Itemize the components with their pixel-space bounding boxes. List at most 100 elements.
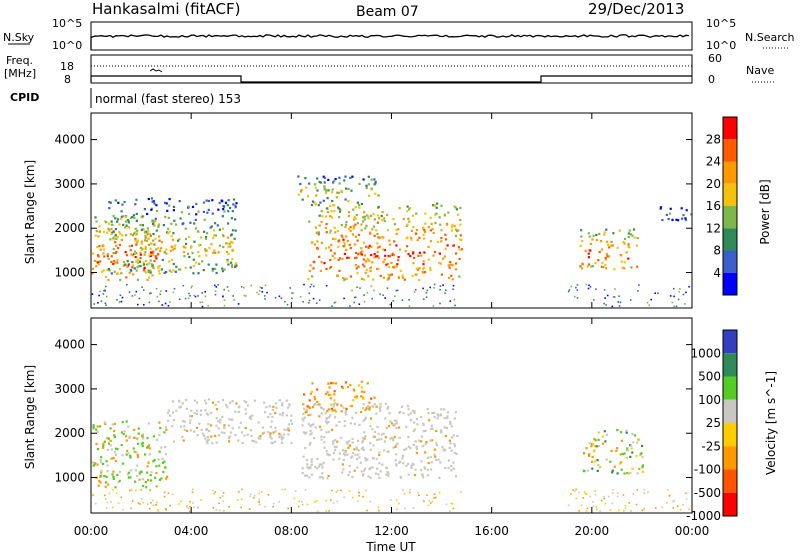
near-range-cell	[435, 496, 437, 499]
range-gate-cell	[143, 269, 146, 272]
range-gate-cell	[160, 477, 163, 480]
range-gate-cell	[620, 439, 623, 442]
range-gate-cell	[353, 469, 356, 472]
range-gate-cell	[328, 386, 331, 389]
range-gate-cell	[677, 219, 680, 222]
near-range-cell	[163, 491, 166, 494]
range-gate-cell	[358, 206, 361, 209]
range-gate-cell	[147, 269, 150, 272]
range-gate-cell	[318, 476, 321, 479]
near-range-cell	[252, 496, 255, 499]
range-gate-cell	[587, 256, 590, 259]
range-gate-cell	[628, 229, 631, 232]
near-range-cell	[189, 295, 191, 297]
range-gate-cell	[131, 254, 134, 257]
range-gate-cell	[345, 223, 348, 226]
range-gate-cell	[393, 254, 396, 257]
range-gate-cell	[136, 241, 139, 244]
range-gate-cell	[449, 263, 452, 266]
range-gate-cell	[110, 220, 113, 223]
range-gate-cell	[322, 477, 325, 480]
range-gate-cell	[309, 466, 312, 469]
range-gate-cell	[178, 200, 181, 203]
range-gate-cell	[196, 409, 199, 412]
range-gate-cell	[429, 269, 432, 272]
range-gate-cell	[244, 408, 247, 411]
range-gate-cell	[255, 441, 258, 444]
near-range-cell	[104, 302, 107, 304]
range-gate-cell	[116, 261, 119, 264]
range-gate-cell	[413, 410, 416, 413]
near-range-cell	[128, 291, 131, 293]
range-gate-cell	[149, 271, 152, 274]
range-gate-cell	[171, 238, 175, 241]
range-gate-cell	[127, 471, 130, 474]
range-gate-cell	[231, 210, 234, 213]
range-gate-cell	[348, 444, 352, 447]
range-gate-cell	[343, 278, 346, 282]
range-gate-cell	[455, 252, 458, 255]
near-range-cell	[189, 510, 191, 512]
range-gate-cell	[369, 476, 372, 479]
range-gate-cell	[636, 472, 639, 475]
range-gate-cell	[136, 475, 139, 478]
range-gate-cell	[353, 422, 356, 426]
range-gate-cell	[372, 213, 375, 216]
range-gate-cell	[456, 434, 459, 437]
range-gate-cell	[611, 469, 614, 472]
range-gate-cell	[231, 258, 234, 261]
nave-tick-low: 0	[708, 73, 715, 86]
range-gate-cell	[96, 430, 99, 433]
range-gate-cell	[363, 211, 366, 214]
range-gate-cell	[387, 472, 390, 475]
near-range-cell	[677, 298, 680, 301]
near-range-cell	[618, 305, 621, 307]
range-gate-cell	[348, 440, 351, 443]
range-gate-cell	[135, 219, 138, 222]
range-gate-cell	[444, 233, 447, 236]
range-gate-cell	[423, 266, 426, 269]
range-gate-cell	[312, 437, 316, 440]
range-gate-cell	[154, 476, 157, 479]
range-gate-cell	[378, 476, 381, 479]
range-gate-cell	[274, 430, 277, 433]
range-gate-cell	[385, 466, 388, 470]
range-gate-cell	[223, 424, 226, 427]
range-gate-cell	[378, 462, 381, 465]
range-gate-cell	[403, 278, 406, 281]
range-gate-cell	[287, 427, 290, 430]
range-gate-cell	[100, 456, 103, 459]
range-gate-cell	[120, 210, 123, 213]
range-gate-cell	[395, 443, 398, 447]
near-range-cell	[264, 505, 266, 508]
near-range-cell	[147, 503, 149, 505]
range-gate-cell	[345, 277, 348, 280]
range-gate-cell	[189, 415, 192, 418]
range-gate-cell	[344, 410, 347, 413]
range-gate-cell	[290, 414, 293, 417]
range-gate-cell	[183, 425, 186, 428]
range-gate-cell	[392, 266, 395, 269]
near-range-cell	[568, 289, 571, 291]
range-gate-cell	[375, 457, 378, 460]
range-gate-cell	[372, 457, 375, 460]
range-gate-cell	[204, 236, 208, 239]
range-gate-cell	[97, 254, 100, 257]
range-gate-cell	[583, 452, 586, 455]
range-gate-cell	[124, 226, 127, 229]
near-range-cell	[578, 510, 580, 512]
range-gate-cell	[98, 230, 102, 233]
range-gate-cell	[398, 207, 401, 210]
range-gate-cell	[387, 406, 390, 409]
range-gate-cell	[133, 267, 136, 270]
near-range-cell	[112, 506, 114, 509]
freq-blip	[149, 68, 163, 73]
range-gate-cell	[112, 262, 115, 265]
range-gate-cell	[114, 251, 117, 255]
range-gate-cell	[102, 252, 105, 255]
range-gate-cell	[375, 438, 379, 441]
range-gate-cell	[369, 467, 372, 470]
colorbar-segment	[723, 161, 737, 184]
range-gate-cell	[180, 211, 183, 214]
near-range-cell	[238, 490, 240, 493]
